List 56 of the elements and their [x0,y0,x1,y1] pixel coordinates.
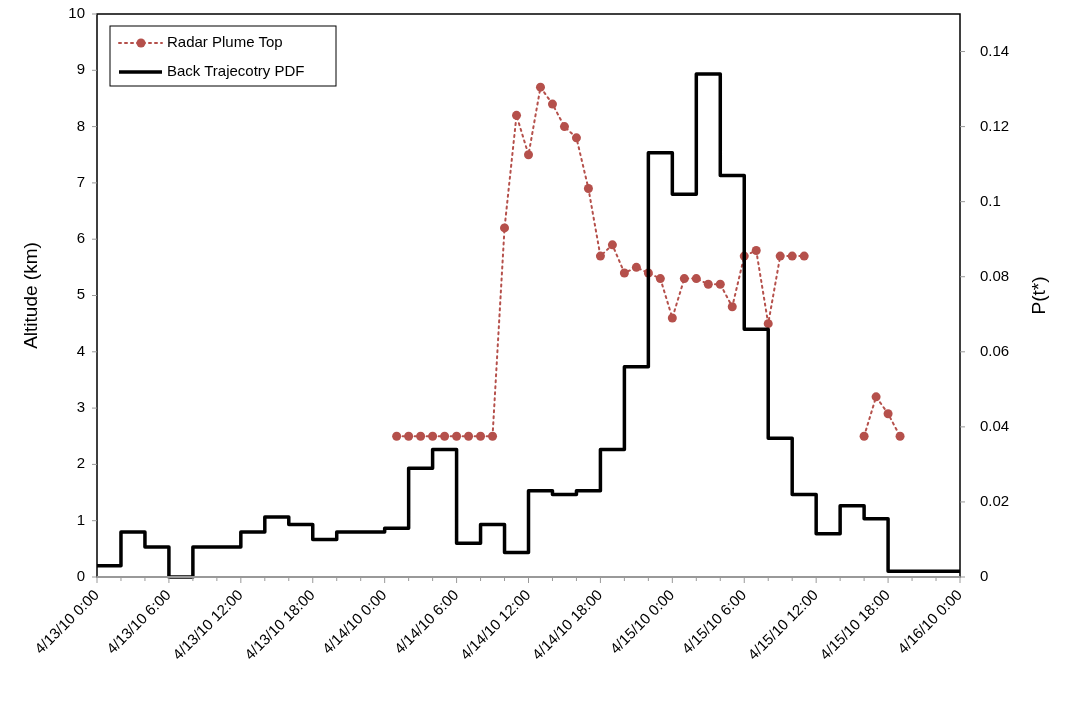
point [404,431,414,441]
y2-tick-label: 0.06 [980,341,1010,359]
point [392,431,402,441]
point [440,431,450,441]
point [631,262,641,272]
y-tick-label: 0 [76,566,85,584]
point [512,110,522,120]
point [763,319,773,329]
y-tick-label: 10 [68,3,85,21]
point [488,431,498,441]
y2-tick-label: 0.1 [980,191,1001,209]
y-tick-label: 6 [76,229,85,247]
point [667,313,677,323]
y2-axis-title: P(t*) [1028,276,1050,315]
point [524,150,533,160]
y-tick-label: 1 [76,510,85,528]
point [464,431,474,441]
point [775,251,785,261]
point [476,431,486,441]
point [428,431,438,441]
y2-tick-label: 0 [980,566,989,584]
point [619,268,629,278]
point [703,279,713,289]
point [595,251,605,261]
point [500,223,510,233]
point [679,274,689,284]
point [787,251,797,261]
y-axis-title: Altitude (km) [20,242,42,349]
point [547,99,557,109]
y-tick-label: 8 [76,116,85,134]
legend-label: Back Trajecotry PDF [167,61,305,79]
point [691,274,701,284]
y-tick-label: 3 [76,398,85,416]
y2-tick-label: 0.04 [980,416,1010,434]
point [715,279,725,289]
y-tick-label: 7 [76,172,85,190]
y-tick-label: 4 [76,341,85,359]
point [452,431,462,441]
legend-label: Radar Plume Top [167,32,283,50]
y2-tick-label: 0.08 [980,266,1010,284]
point [535,82,545,92]
point [655,274,665,284]
y2-tick-label: 0.02 [980,491,1010,509]
y2-tick-label: 0.14 [980,41,1010,59]
y2-tick-label: 0.12 [980,116,1010,134]
point [559,122,569,132]
y-tick-label: 2 [76,454,85,472]
point [799,251,809,261]
y-tick-label: 5 [76,285,85,303]
point [727,302,737,312]
point [416,431,426,441]
point [751,245,761,255]
point [571,133,581,143]
y-tick-label: 9 [76,60,85,78]
point [583,184,593,194]
point [607,240,617,250]
